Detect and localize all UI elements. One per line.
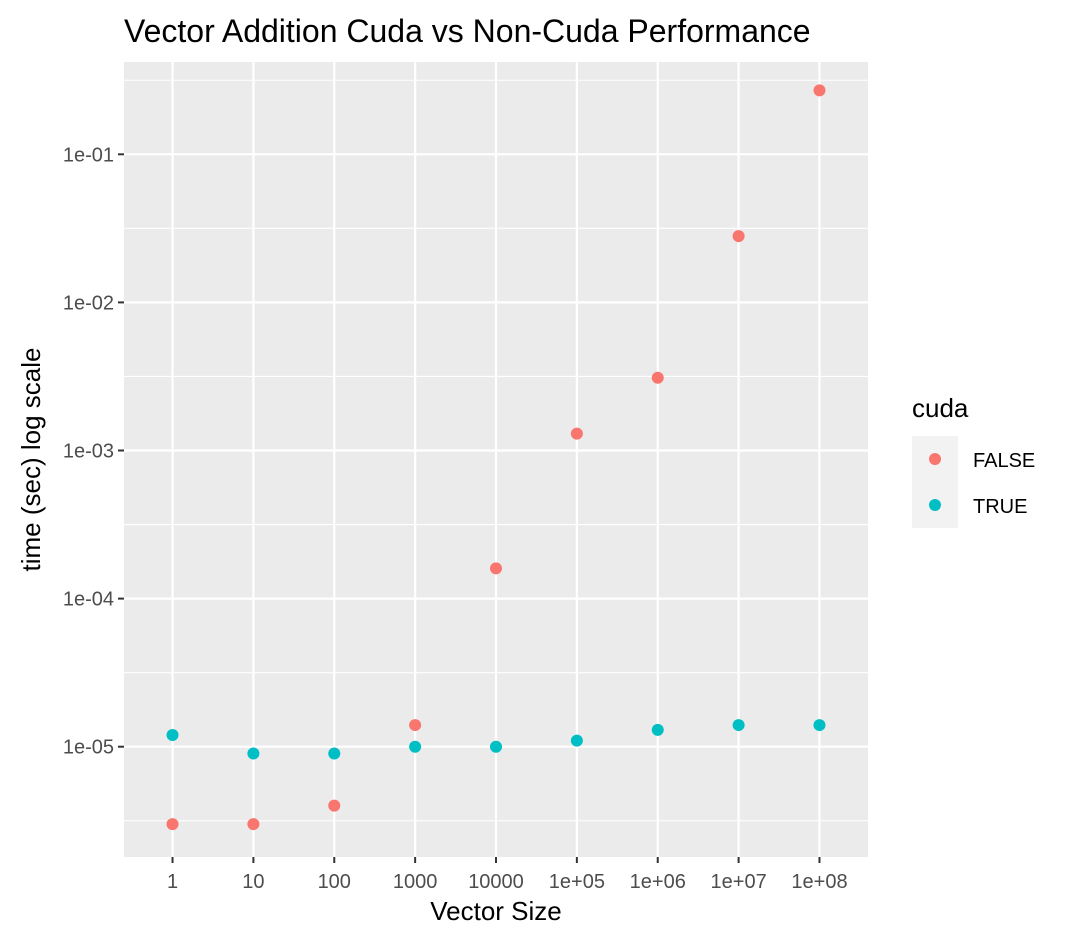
x-tick-label: 1e+06 (630, 871, 686, 893)
data-point-false (732, 230, 745, 243)
legend-key-false (929, 453, 941, 465)
points-layer (166, 84, 826, 831)
data-point-false (328, 799, 341, 812)
x-tick-label: 1e+07 (711, 871, 767, 893)
legend-title: cuda (912, 393, 969, 423)
data-point-true (166, 728, 179, 741)
x-tick-label: 10000 (468, 871, 524, 893)
legend: cuda FALSE TRUE (912, 393, 1035, 528)
legend-label-false: FALSE (973, 450, 1035, 472)
data-point-true (409, 740, 422, 753)
y-tick-label: 1e-02 (63, 292, 114, 314)
data-point-true (490, 740, 502, 753)
axis-ticks-layer: 1e-05 1e-04 1e-03 1e-02 1e-01 1 10 100 1000 10000… (63, 144, 848, 893)
data-point-false (570, 427, 583, 440)
x-tick-label: 100 (318, 871, 351, 893)
data-point-true (651, 723, 664, 736)
y-tick-label: 1e-04 (63, 589, 114, 611)
legend-keys-background (912, 436, 958, 528)
y-axis-title: time (sec) log scale (16, 348, 46, 572)
x-tick-label: 1e+05 (549, 871, 605, 893)
legend-items: FALSE TRUE (929, 450, 1035, 518)
y-tick-label: 1e-03 (63, 441, 114, 463)
x-tick-label: 1000 (393, 871, 438, 893)
data-point-false (813, 84, 826, 97)
data-point-true (247, 747, 260, 760)
data-point-true (813, 719, 826, 732)
data-point-false (651, 371, 664, 384)
x-tick-label: 1e+08 (791, 871, 847, 893)
legend-label-true: TRUE (973, 496, 1027, 518)
x-tick-label: 10 (242, 871, 264, 893)
x-tick-label: 1 (167, 871, 178, 893)
data-point-false (490, 562, 502, 575)
data-point-false (409, 719, 422, 732)
legend-key-true (929, 499, 941, 511)
y-tick-label: 1e-05 (63, 737, 114, 759)
chart-title: Vector Addition Cuda vs Non-Cuda Perform… (124, 13, 811, 49)
y-tick-label: 1e-01 (63, 144, 114, 166)
data-point-false (166, 818, 179, 831)
data-point-true (570, 734, 583, 747)
data-point-false (247, 818, 260, 831)
data-point-true (328, 747, 341, 760)
data-point-true (732, 719, 745, 732)
x-axis-title: Vector Size (430, 896, 562, 926)
